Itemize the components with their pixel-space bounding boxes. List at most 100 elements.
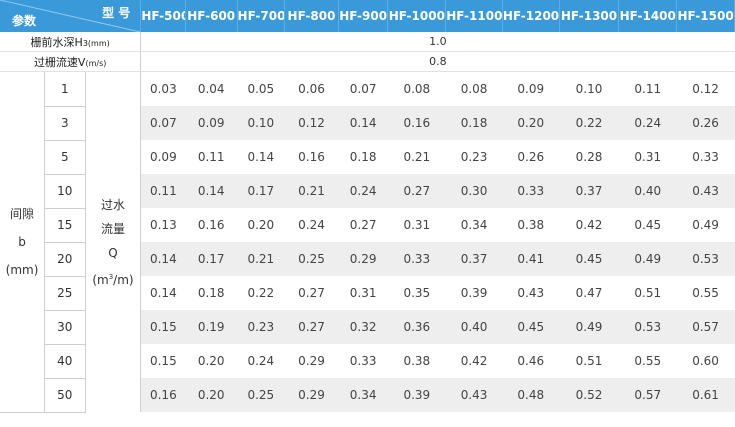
flow-value-cell: 0.20 — [502, 106, 560, 140]
gap-value: 40 — [44, 344, 86, 379]
flow-value-cell: 0.29 — [338, 242, 388, 276]
flow-value-cell: 0.04 — [185, 71, 238, 106]
flow-value-cell: 0.24 — [338, 174, 388, 208]
model-header-hf-600: HF-600 — [185, 0, 238, 32]
flow-value-cell: 0.17 — [237, 174, 285, 208]
flow-unit-part: (m — [92, 272, 109, 287]
flow-value-cell: 0.40 — [618, 174, 677, 208]
model-header-hf-800: HF-800 — [284, 0, 339, 32]
flow-value-cell: 0.43 — [676, 174, 735, 208]
flow-value-cell: 0.15 — [140, 344, 186, 378]
flow-value-cell: 0.43 — [502, 276, 560, 310]
flow-value-cell: 0.18 — [445, 106, 503, 140]
gap-label: 间隙 b (mm) — [0, 71, 46, 413]
flow-unit-part: /m) — [113, 272, 134, 287]
gap-value: 5 — [44, 140, 86, 175]
flow-value-cell: 0.09 — [140, 140, 186, 174]
flow-value-cell: 0.33 — [502, 174, 560, 208]
model-header-hf-900: HF-900 — [338, 0, 389, 32]
corner-label-params: 参数 — [12, 14, 37, 28]
flow-value-cell: 0.31 — [387, 208, 446, 242]
flow-unit-part: 3 — [108, 272, 114, 281]
flow-value-cell: 0.35 — [387, 276, 446, 310]
flow-value-cell: 0.39 — [445, 276, 503, 310]
flow-value-cell: 0.20 — [185, 344, 238, 378]
model-header-hf-1500: HF-1500 — [676, 0, 735, 32]
flow-value-cell: 0.14 — [140, 276, 186, 310]
model-header-hf-1100: HF-1100 — [445, 0, 503, 32]
flow-value-cell: 0.12 — [284, 106, 339, 140]
flow-value-cell: 0.55 — [676, 276, 735, 310]
flow-value-cell: 0.33 — [676, 140, 735, 174]
flow-value-cell: 0.28 — [559, 140, 619, 174]
gap-value: 50 — [44, 378, 86, 413]
flow-value-cell: 0.48 — [502, 378, 560, 412]
flow-value-cell: 0.18 — [338, 140, 388, 174]
flow-value-cell: 0.33 — [338, 344, 388, 378]
flow-value-cell: 0.03 — [140, 71, 186, 106]
flow-value-cell: 0.11 — [140, 174, 186, 208]
flow-value-cell: 0.18 — [185, 276, 238, 310]
flow-value-cell: 0.46 — [502, 344, 560, 378]
flow-value-cell: 0.16 — [387, 106, 446, 140]
flow-value-cell: 0.36 — [387, 310, 446, 344]
flow-value-cell: 0.51 — [559, 344, 619, 378]
gap-label-line: (mm) — [5, 262, 39, 277]
param-label-depth: 栅前水深H3(mm) — [0, 32, 142, 52]
flow-value-cell: 0.57 — [676, 310, 735, 344]
flow-value-cell: 0.20 — [185, 378, 238, 412]
flow-value-cell: 0.08 — [445, 71, 503, 106]
model-header-hf-700: HF-700 — [237, 0, 286, 32]
flow-value-cell: 0.37 — [559, 174, 619, 208]
flow-value-cell: 0.21 — [237, 242, 285, 276]
flow-value-cell: 0.37 — [445, 242, 503, 276]
table-row: 20 0.14 0.17 0.21 0.25 0.29 0.33 0.37 0.41 0.45 0.… — [0, 242, 735, 277]
flow-value-cell: 0.14 — [140, 242, 186, 276]
model-header-hf-1400: HF-1400 — [618, 0, 678, 32]
param-value-depth: 1.0 — [140, 32, 735, 52]
flow-value-cell: 0.16 — [284, 140, 339, 174]
flow-value-cell: 0.08 — [387, 71, 446, 106]
flow-label: 过水 流量 Q (m3/m) — [85, 71, 142, 412]
flow-value-cell: 0.39 — [387, 378, 446, 412]
flow-value-cell: 0.38 — [387, 344, 446, 378]
flow-value-cell: 0.31 — [338, 276, 388, 310]
diagonal-line-icon — [0, 0, 140, 32]
flow-value-cell: 0.49 — [559, 310, 619, 344]
flow-label-line: Q — [108, 245, 118, 260]
flow-value-cell: 0.27 — [284, 310, 339, 344]
model-header-hf-500: HF-500 — [140, 0, 186, 32]
flow-value-cell: 0.15 — [140, 310, 186, 344]
flow-value-cell: 0.32 — [338, 310, 388, 344]
flow-value-cell: 0.14 — [237, 140, 285, 174]
flow-value-cell: 0.07 — [338, 71, 388, 106]
flow-value-cell: 0.10 — [559, 71, 619, 106]
flow-value-cell: 0.29 — [284, 344, 339, 378]
flow-unit: (m3/m) — [86, 265, 140, 292]
flow-value-cell: 0.31 — [618, 140, 677, 174]
gap-value: 10 — [44, 174, 86, 209]
flow-value-cell: 0.07 — [140, 106, 186, 140]
flow-value-cell: 0.47 — [559, 276, 619, 310]
flow-value-cell: 0.26 — [502, 140, 560, 174]
flow-value-cell: 0.11 — [185, 140, 238, 174]
flow-value-cell: 0.09 — [185, 106, 238, 140]
flow-value-cell: 0.23 — [445, 140, 503, 174]
flow-value-cell: 0.12 — [676, 71, 735, 106]
model-header-hf-1300: HF-1300 — [559, 0, 620, 32]
flow-value-cell: 0.30 — [445, 174, 503, 208]
flow-value-cell: 0.21 — [284, 174, 339, 208]
flow-value-cell: 0.55 — [618, 344, 677, 378]
flow-value-cell: 0.05 — [237, 71, 285, 106]
flow-value-cell: 0.11 — [618, 71, 677, 106]
flow-value-cell: 0.49 — [676, 208, 735, 242]
flow-value-cell: 0.23 — [237, 310, 285, 344]
flow-value-cell: 0.22 — [237, 276, 285, 310]
flow-value-cell: 0.42 — [559, 208, 619, 242]
model-header-hf-1000: HF-1000 — [387, 0, 447, 32]
flow-value-cell: 0.51 — [618, 276, 677, 310]
flow-value-cell: 0.45 — [502, 310, 560, 344]
gap-value: 30 — [44, 310, 86, 345]
flow-value-cell: 0.27 — [338, 208, 388, 242]
